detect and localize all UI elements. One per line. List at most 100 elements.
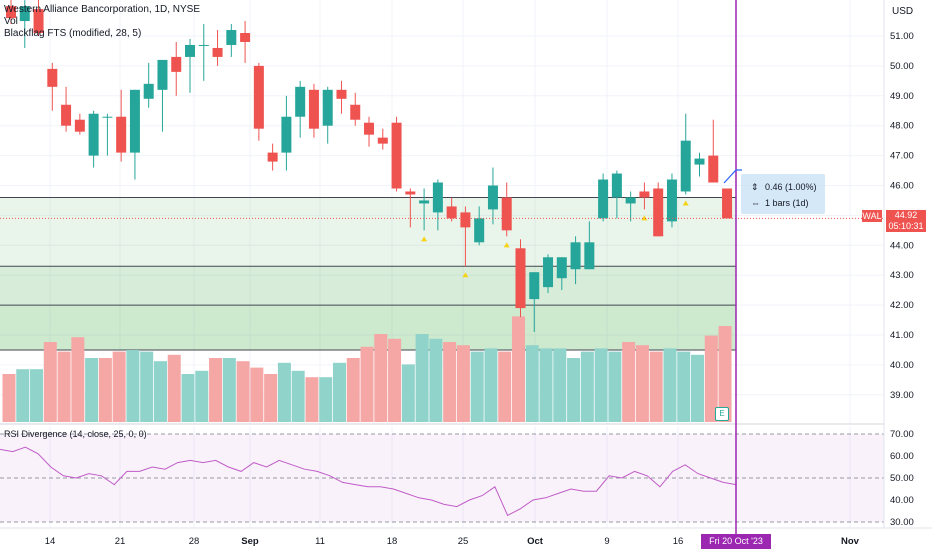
candle-body xyxy=(639,191,650,198)
time-tick-label: Sep xyxy=(241,536,259,547)
candle-body xyxy=(143,83,154,99)
candle-body xyxy=(708,155,719,183)
earnings-badge[interactable]: E xyxy=(715,407,729,421)
candle xyxy=(487,167,498,225)
candle xyxy=(708,119,719,183)
volume-bar xyxy=(484,348,498,422)
candle xyxy=(570,236,581,285)
candle xyxy=(653,182,664,237)
candle-body xyxy=(185,44,196,57)
signal-triangle xyxy=(421,236,428,242)
candle-body xyxy=(515,248,526,309)
indicator-legend[interactable]: Blackflag FTS (modified, 28, 5) xyxy=(4,28,142,39)
candle-body xyxy=(198,44,209,46)
candle xyxy=(88,110,99,168)
candle xyxy=(226,24,237,57)
candle xyxy=(267,143,278,171)
candle-body xyxy=(556,257,567,279)
candle xyxy=(722,188,733,219)
candle xyxy=(143,62,154,108)
bar-range-icon: ⇔ xyxy=(751,198,760,208)
candle xyxy=(19,0,30,48)
volume-bar xyxy=(608,351,622,422)
candle xyxy=(322,86,333,144)
candle-body xyxy=(336,89,347,99)
last-price: 44.92 xyxy=(894,210,918,220)
volume-bar xyxy=(222,358,236,422)
volume-bar xyxy=(388,338,402,422)
price-tick-label: 48.00 xyxy=(890,121,914,132)
time-tick-label: 14 xyxy=(45,536,56,547)
candle-body xyxy=(157,59,168,90)
volume-bars xyxy=(2,316,732,422)
candle xyxy=(419,188,430,231)
candle-body xyxy=(61,104,72,126)
candle xyxy=(61,86,72,132)
signal-triangle xyxy=(641,215,648,221)
price-tick-label: 51.00 xyxy=(890,31,914,42)
candle xyxy=(639,182,650,210)
rsi-tick-label: 50.00 xyxy=(890,473,914,484)
candle-body xyxy=(501,197,512,231)
measure-change: 0.46 (1.00%) xyxy=(765,182,817,192)
last-price-label: 44.92 05:10:31 xyxy=(886,210,926,232)
candle xyxy=(253,62,264,141)
candle-body xyxy=(487,185,498,210)
candle xyxy=(171,41,182,96)
symbol-title[interactable]: Western Alliance Bancorporation, 1D, NYS… xyxy=(4,4,201,15)
volume-bar xyxy=(415,334,429,422)
candle-body xyxy=(102,116,113,118)
candle xyxy=(405,188,416,228)
volume-bar xyxy=(209,358,223,422)
candle-body xyxy=(322,89,333,126)
volume-bar xyxy=(319,377,333,422)
candle-body xyxy=(377,137,388,144)
volume-bar xyxy=(140,351,154,422)
chart-legend: Western Alliance Bancorporation, 1D, NYS… xyxy=(4,4,200,40)
candle-body xyxy=(694,158,705,165)
rsi-legend[interactable]: RSI Divergence (14, close, 25, 0, 0) xyxy=(4,429,147,439)
volume-bar xyxy=(663,348,677,422)
volume-bar xyxy=(30,369,44,422)
candle-body xyxy=(680,140,691,192)
time-tick-label: 25 xyxy=(458,536,469,547)
volume-bar xyxy=(195,370,209,422)
price-tick-label: 40.00 xyxy=(890,360,914,371)
volume-bar xyxy=(43,342,57,422)
bar-countdown: 05:10:31 xyxy=(888,221,924,231)
candle xyxy=(129,89,140,180)
candle-body xyxy=(88,113,99,156)
volume-legend[interactable]: Vol xyxy=(4,16,18,27)
candle xyxy=(446,197,457,222)
fts-zone xyxy=(0,197,736,267)
price-tick-label: 47.00 xyxy=(890,151,914,162)
candle xyxy=(391,116,402,192)
candle-body xyxy=(666,179,677,222)
volume-bar xyxy=(305,377,319,422)
candle-body xyxy=(570,242,581,270)
volume-bar xyxy=(594,348,608,422)
candle xyxy=(364,116,375,147)
candle-body xyxy=(364,122,375,135)
candle-body xyxy=(543,257,554,288)
candle xyxy=(460,206,471,267)
volume-bar xyxy=(264,374,278,422)
chart-overlay xyxy=(0,0,884,534)
volume-bar xyxy=(2,374,16,422)
candle-body xyxy=(460,212,471,228)
fts-zone xyxy=(0,266,736,306)
time-tick-label: Nov xyxy=(841,536,860,547)
volume-bar xyxy=(16,369,30,422)
price-tick-label: 43.00 xyxy=(890,270,914,281)
rsi-tick-label: 70.00 xyxy=(890,429,914,440)
candle-body xyxy=(19,6,30,22)
volume-bar xyxy=(456,345,470,422)
currency-label[interactable]: USD xyxy=(892,6,914,17)
volume-bar xyxy=(429,338,443,422)
volume-bar xyxy=(525,345,539,422)
volume-bar xyxy=(580,351,594,422)
candle-body xyxy=(432,182,443,213)
candle xyxy=(295,80,306,138)
candle xyxy=(212,30,223,66)
